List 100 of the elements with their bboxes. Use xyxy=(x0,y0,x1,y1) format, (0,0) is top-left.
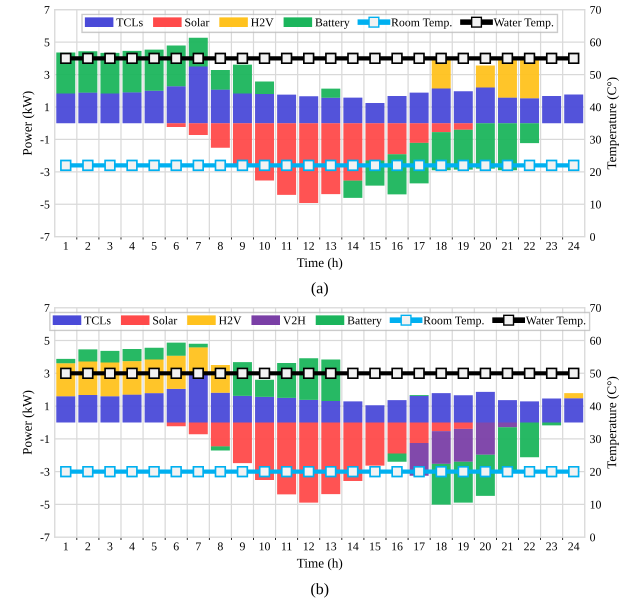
x-tick-label: 4 xyxy=(129,242,135,250)
y2-tick-label: 50 xyxy=(590,70,601,79)
y-tick-label: 1 xyxy=(45,103,50,112)
bar xyxy=(520,401,540,422)
legend-label: Room Temp. xyxy=(391,18,452,29)
bar xyxy=(432,393,451,422)
bar xyxy=(410,123,429,143)
bar xyxy=(210,392,230,422)
x-axis-title: Time (h) xyxy=(296,558,342,570)
x-tick-label: 22 xyxy=(524,542,535,550)
y2-axis-title: Temperature (C°) xyxy=(606,77,619,170)
x-tick-label: 6 xyxy=(174,242,179,250)
x-tick-label: 13 xyxy=(326,542,336,550)
bar xyxy=(343,180,362,198)
bar xyxy=(255,396,274,422)
bar xyxy=(100,94,120,124)
bar xyxy=(232,396,252,422)
bar xyxy=(476,65,495,88)
bar xyxy=(476,422,495,455)
y-tick-label: 7 xyxy=(44,6,50,14)
bar xyxy=(454,91,473,124)
y2-tick-label: 40 xyxy=(590,103,601,112)
x-tick-label: 7 xyxy=(196,242,201,250)
bar xyxy=(564,398,584,422)
bar xyxy=(56,396,76,422)
x-tick-label: 11 xyxy=(282,242,292,250)
bar xyxy=(277,94,296,124)
x-tick-label: 10 xyxy=(260,542,270,550)
bar xyxy=(144,90,164,124)
legend-label: H2V xyxy=(251,18,274,26)
bar xyxy=(365,102,384,124)
x-tick-label: 2 xyxy=(85,542,90,550)
bar xyxy=(520,60,540,98)
x-tick-label: 24 xyxy=(568,542,580,550)
x-tick-label: 3 xyxy=(108,242,112,250)
bar xyxy=(321,88,340,98)
y-tick-label: -7 xyxy=(40,534,50,542)
x-tick-label: 19 xyxy=(458,242,469,250)
bar xyxy=(210,446,230,450)
y-tick-label: 1 xyxy=(45,402,50,410)
bar xyxy=(232,422,252,464)
bar xyxy=(144,393,164,422)
x-tick-label: 11 xyxy=(282,542,292,550)
bar xyxy=(520,422,540,458)
bar xyxy=(432,88,451,124)
x-axis-title: Time (h) xyxy=(296,258,342,270)
bar xyxy=(232,94,252,124)
bar xyxy=(542,398,562,422)
x-tick-label: 5 xyxy=(152,242,157,250)
bar xyxy=(188,374,208,422)
legend-label: Solar xyxy=(185,18,210,26)
y-tick-label: 3 xyxy=(44,370,50,378)
x-tick-label: 20 xyxy=(480,242,491,250)
bar xyxy=(454,123,473,130)
x-tick-label: 9 xyxy=(240,242,245,250)
bar xyxy=(410,396,429,422)
bar xyxy=(454,428,473,462)
bar xyxy=(210,90,230,124)
bar xyxy=(343,401,362,422)
legend-label: V2H xyxy=(282,316,306,324)
x-tick-label: 21 xyxy=(502,542,513,550)
bar xyxy=(564,94,584,124)
bar xyxy=(232,64,252,94)
bar xyxy=(365,123,384,161)
bar xyxy=(166,388,186,422)
bar xyxy=(520,123,540,144)
y2-tick-label: 30 xyxy=(590,136,601,144)
legend-label: TCLs xyxy=(84,316,111,324)
legend-label: Water Temp. xyxy=(526,316,586,327)
bar xyxy=(388,453,407,462)
x-tick-label: 21 xyxy=(502,242,513,250)
y2-tick-label: 10 xyxy=(590,200,601,209)
bar xyxy=(476,392,495,422)
bar xyxy=(78,394,98,422)
x-tick-label: 12 xyxy=(304,542,314,550)
bar xyxy=(56,94,76,124)
bar xyxy=(166,86,186,124)
x-tick-label: 14 xyxy=(348,542,359,550)
x-tick-label: 14 xyxy=(348,242,359,250)
x-tick-label: 12 xyxy=(304,242,314,250)
y2-tick-label: 40 xyxy=(590,402,601,410)
y2-tick-label: 70 xyxy=(590,6,601,14)
x-tick-label: 23 xyxy=(546,242,558,250)
bar xyxy=(166,422,186,426)
bar xyxy=(498,98,517,124)
y2-axis-title: Temperature (C°) xyxy=(606,376,619,469)
bar xyxy=(498,60,517,98)
y-tick-label: -5 xyxy=(40,200,50,209)
x-tick-label: 16 xyxy=(392,542,403,550)
x-tick-label: 10 xyxy=(260,242,270,250)
x-tick-label: 17 xyxy=(414,242,425,250)
bar xyxy=(100,350,120,362)
bar xyxy=(365,405,384,422)
bar xyxy=(78,349,98,362)
y2-tick-label: 20 xyxy=(590,168,601,176)
legend-label: Battery xyxy=(315,18,350,29)
x-tick-label: 15 xyxy=(370,542,380,550)
y2-tick-label: 60 xyxy=(590,38,601,46)
bar xyxy=(255,380,274,397)
x-tick-label: 17 xyxy=(414,542,425,550)
